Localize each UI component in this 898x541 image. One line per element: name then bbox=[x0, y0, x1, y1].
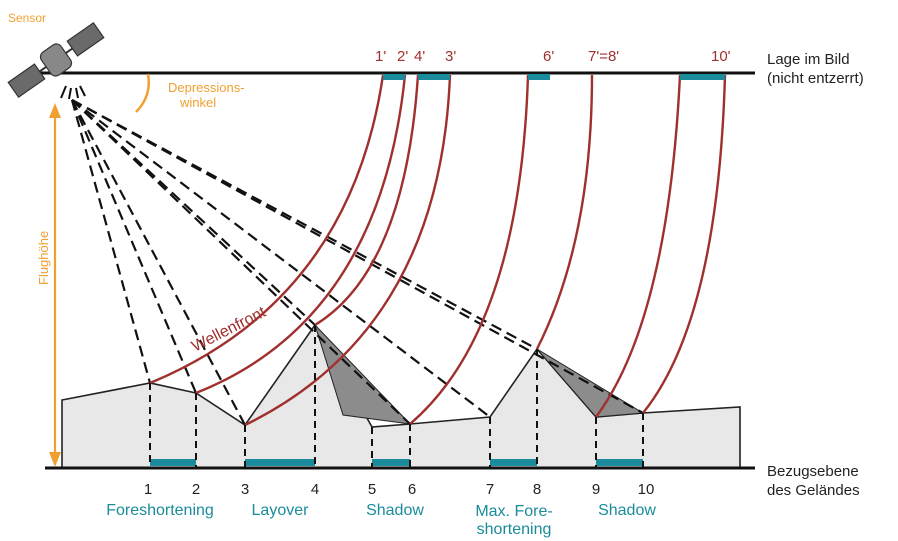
arc-8 bbox=[535, 74, 594, 350]
ground-plane-label-line2: des Geländes bbox=[767, 482, 860, 499]
image-point-label: 4' bbox=[414, 48, 425, 65]
sensor-label: Sensor bbox=[8, 11, 46, 25]
depression-angle-arc bbox=[135, 73, 150, 113]
ray-2 bbox=[70, 99, 198, 394]
ray-10 bbox=[71, 99, 644, 414]
ray-6 bbox=[71, 99, 411, 425]
image-segment-1 bbox=[383, 74, 405, 80]
depression-label-line2: winkel bbox=[179, 95, 216, 110]
arc-9 bbox=[595, 74, 682, 418]
image-plane-label-line1: Lage im Bild bbox=[767, 51, 850, 68]
ground-point-label: 9 bbox=[592, 481, 600, 498]
arc-4 bbox=[314, 74, 420, 327]
ground-segments bbox=[150, 459, 643, 466]
ground-point-labels: 1 2 3 4 5 6 7 8 9 10 bbox=[144, 481, 655, 498]
ground-point-label: 5 bbox=[368, 481, 376, 498]
flight-height-label: Flughöhe bbox=[36, 231, 51, 285]
radar-rays bbox=[70, 99, 644, 426]
arc-6 bbox=[409, 74, 530, 425]
flight-height-arrow bbox=[49, 103, 61, 467]
arc-1 bbox=[149, 74, 385, 385]
terrain-profile bbox=[61, 323, 741, 469]
arc-10 bbox=[642, 74, 727, 414]
effect-labels: Foreshortening Layover Shadow Max. Fore-… bbox=[106, 502, 656, 538]
image-segments bbox=[383, 74, 725, 80]
ground-segment-7-8 bbox=[490, 459, 537, 466]
image-segment-3 bbox=[528, 74, 550, 80]
ground-point-label: 8 bbox=[533, 481, 541, 498]
image-segment-4 bbox=[680, 74, 725, 80]
ground-segment-3-4 bbox=[245, 459, 315, 466]
image-point-label: 10' bbox=[711, 48, 731, 65]
image-point-label: 7'=8' bbox=[588, 48, 619, 65]
arc-2 bbox=[195, 74, 407, 395]
shadow-area-2 bbox=[536, 348, 645, 418]
image-segment-2 bbox=[418, 74, 450, 80]
ground-segment-9-10 bbox=[596, 459, 643, 466]
ray-3 bbox=[71, 99, 246, 426]
arc-3 bbox=[244, 74, 452, 427]
ground-plane-label-line1: Bezugsebene bbox=[767, 463, 859, 480]
wavefront-label: Wellenfront bbox=[189, 304, 269, 356]
ground-point-label: 7 bbox=[486, 481, 494, 498]
ray-7 bbox=[71, 99, 491, 418]
layover-label: Layover bbox=[252, 502, 310, 519]
image-point-labels: 1' 2' 4' 3' 6' 7'=8' 10' bbox=[375, 48, 731, 65]
ray-4 bbox=[71, 99, 316, 326]
ground-segment-1-2 bbox=[150, 459, 196, 466]
ground-point-label: 10 bbox=[638, 481, 655, 498]
ground-point-label: 6 bbox=[408, 481, 416, 498]
wavefront-arcs bbox=[149, 74, 727, 427]
ground-segment-5-6 bbox=[372, 459, 410, 466]
satellite-icon bbox=[7, 21, 105, 99]
image-point-label: 6' bbox=[543, 48, 554, 65]
image-plane-label-line2: (nicht entzerrt) bbox=[767, 70, 864, 87]
foreshortening-label: Foreshortening bbox=[106, 502, 214, 519]
image-point-label: 3' bbox=[445, 48, 456, 65]
max-foreshortening-label-line2: shortening bbox=[477, 521, 552, 538]
drop-lines bbox=[149, 325, 644, 468]
max-foreshortening-label-line1: Max. Fore- bbox=[475, 503, 552, 520]
ground-point-label: 1 bbox=[144, 481, 152, 498]
ground-point-label: 2 bbox=[192, 481, 200, 498]
sensor-beam bbox=[60, 85, 86, 100]
ray-1 bbox=[70, 99, 152, 384]
image-point-label: 1' bbox=[375, 48, 386, 65]
shadow-label-2: Shadow bbox=[598, 502, 656, 519]
depression-label-line1: Depressions- bbox=[168, 80, 245, 95]
shadow-label-1: Shadow bbox=[366, 502, 424, 519]
image-point-label: 2' bbox=[397, 48, 408, 65]
ground-point-label: 4 bbox=[311, 481, 319, 498]
ground-point-label: 3 bbox=[241, 481, 249, 498]
ray-8 bbox=[71, 99, 538, 350]
